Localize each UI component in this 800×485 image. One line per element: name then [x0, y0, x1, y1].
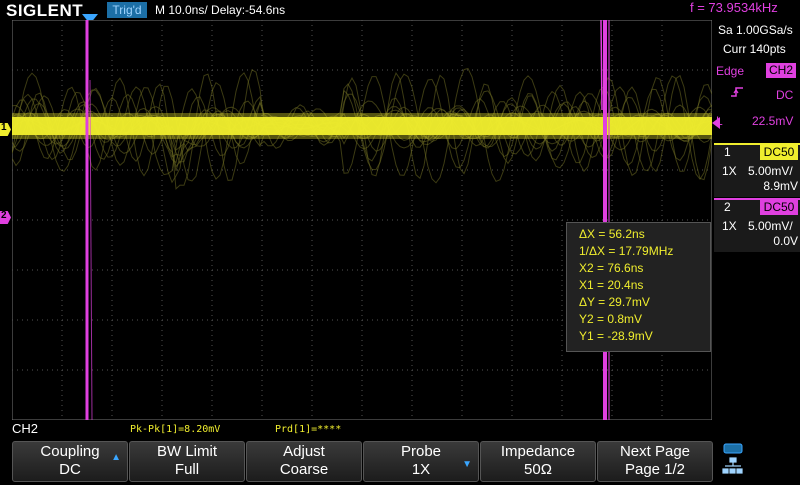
trigger-source-badge[interactable]: CH2 — [766, 63, 796, 78]
cursor-x1 — [85, 20, 93, 420]
current-points: Curr 140pts — [723, 42, 786, 56]
softkey-value: Page 1/2 — [624, 461, 686, 478]
usb-icon — [723, 443, 743, 454]
arrow-up-icon: ▲ — [111, 452, 121, 463]
ch1-number: 1 — [724, 145, 731, 159]
cursor-y1: Y1 = -28.9mV — [579, 329, 653, 343]
cursor-readout-panel: ΔX = 56.2ns 1/ΔX = 17.79MHz X2 = 76.6ns … — [566, 222, 711, 352]
brand-logo: SIGLENT — [6, 1, 84, 20]
ch1-scale: 5.00mV/ — [748, 164, 793, 178]
softkey-label: Impedance — [500, 443, 576, 460]
trigger-position-marker-icon — [82, 14, 98, 24]
ch2-scale: 5.00mV/ — [748, 219, 793, 233]
system-status-icons — [720, 441, 800, 480]
ch2-offset: 0.0V — [773, 234, 798, 248]
softkey-label: Adjust — [283, 443, 325, 460]
coupling-softkey[interactable]: Coupling DC ▲ — [12, 441, 128, 482]
menu-channel-label: CH2 — [12, 421, 39, 436]
sample-rate: Sa 1.00GSa/s — [718, 23, 793, 37]
top-status-bar — [0, 0, 800, 20]
network-icon — [722, 457, 743, 474]
ch2-info-box[interactable]: 2 DC50 1X 5.00mV/ 0.0V — [714, 198, 800, 252]
trigger-level-label: L — [716, 114, 723, 128]
softkey-value: Full — [174, 461, 200, 478]
frequency-counter: f = 73.9534kHz — [690, 0, 778, 15]
softkey-label: Probe — [400, 443, 442, 460]
cursor-y2: Y2 = 0.8mV — [579, 312, 643, 326]
probe-softkey[interactable]: Probe 1X ▼ — [363, 441, 479, 482]
trigger-type[interactable]: Edge — [716, 64, 745, 78]
timebase-readout: M 10.0ns/ Delay:-54.6ns — [155, 3, 286, 17]
adjust-softkey[interactable]: Adjust Coarse — [246, 441, 362, 482]
trigger-level-marker-icon[interactable] — [712, 117, 720, 129]
waveform-display[interactable] — [12, 20, 712, 420]
ch1-coupling-badge: DC50 — [760, 145, 798, 160]
cursor-inverse-delta-x: 1/ΔX = 17.79MHz — [579, 244, 674, 258]
ch1-probe: 1X — [722, 164, 737, 178]
cursor-x2: X2 = 76.6ns — [579, 261, 644, 275]
softkey-value: Coarse — [279, 461, 329, 478]
softkey-label: BW Limit — [157, 443, 217, 460]
softkey-label: Next Page — [619, 443, 691, 460]
ch2-number: 2 — [724, 200, 731, 214]
impedance-softkey[interactable]: Impedance 50Ω — [480, 441, 596, 482]
ch1-info-box[interactable]: 1 DC50 1X 5.00mV/ 8.9mV — [714, 143, 800, 197]
ch1-offset-marker[interactable]: 1 — [0, 123, 11, 136]
softkey-value: 1X — [411, 461, 431, 478]
ch2-marker-label: 2 — [1, 210, 7, 221]
ch2-offset-marker[interactable]: 2 — [0, 211, 11, 224]
cursor-delta-x: ΔX = 56.2ns — [579, 227, 645, 241]
ch1-offset: 8.9mV — [763, 179, 798, 193]
next-page-softkey[interactable]: Next Page Page 1/2 — [597, 441, 713, 482]
cursor-x2 — [600, 20, 610, 420]
softkey-value: 50Ω — [524, 461, 552, 478]
trigger-level-value: 22.5mV — [752, 114, 794, 128]
softkey-label: Coupling — [40, 443, 100, 460]
arrow-down-icon: ▼ — [462, 459, 472, 470]
bw-limit-softkey[interactable]: BW Limit Full — [129, 441, 245, 482]
cursor-x1: X1 = 20.4ns — [579, 278, 644, 292]
rising-edge-icon — [730, 85, 744, 102]
persistence-trace — [12, 67, 712, 184]
measurement-pkpk: Pk-Pk[1]=8.20mV — [130, 424, 221, 435]
ch1-marker-label: 1 — [1, 122, 7, 133]
ch2-coupling-badge: DC50 — [760, 200, 798, 215]
trigger-coupling: DC — [776, 88, 794, 102]
measurement-period: Prd[1]=**** — [275, 424, 342, 435]
softkey-value: DC — [59, 461, 81, 478]
ch2-probe: 1X — [722, 219, 737, 233]
cursor-delta-y: ΔY = 29.7mV — [579, 295, 650, 309]
ch1-main-trace — [12, 113, 712, 139]
trigger-status-badge: Trig'd — [107, 2, 147, 18]
